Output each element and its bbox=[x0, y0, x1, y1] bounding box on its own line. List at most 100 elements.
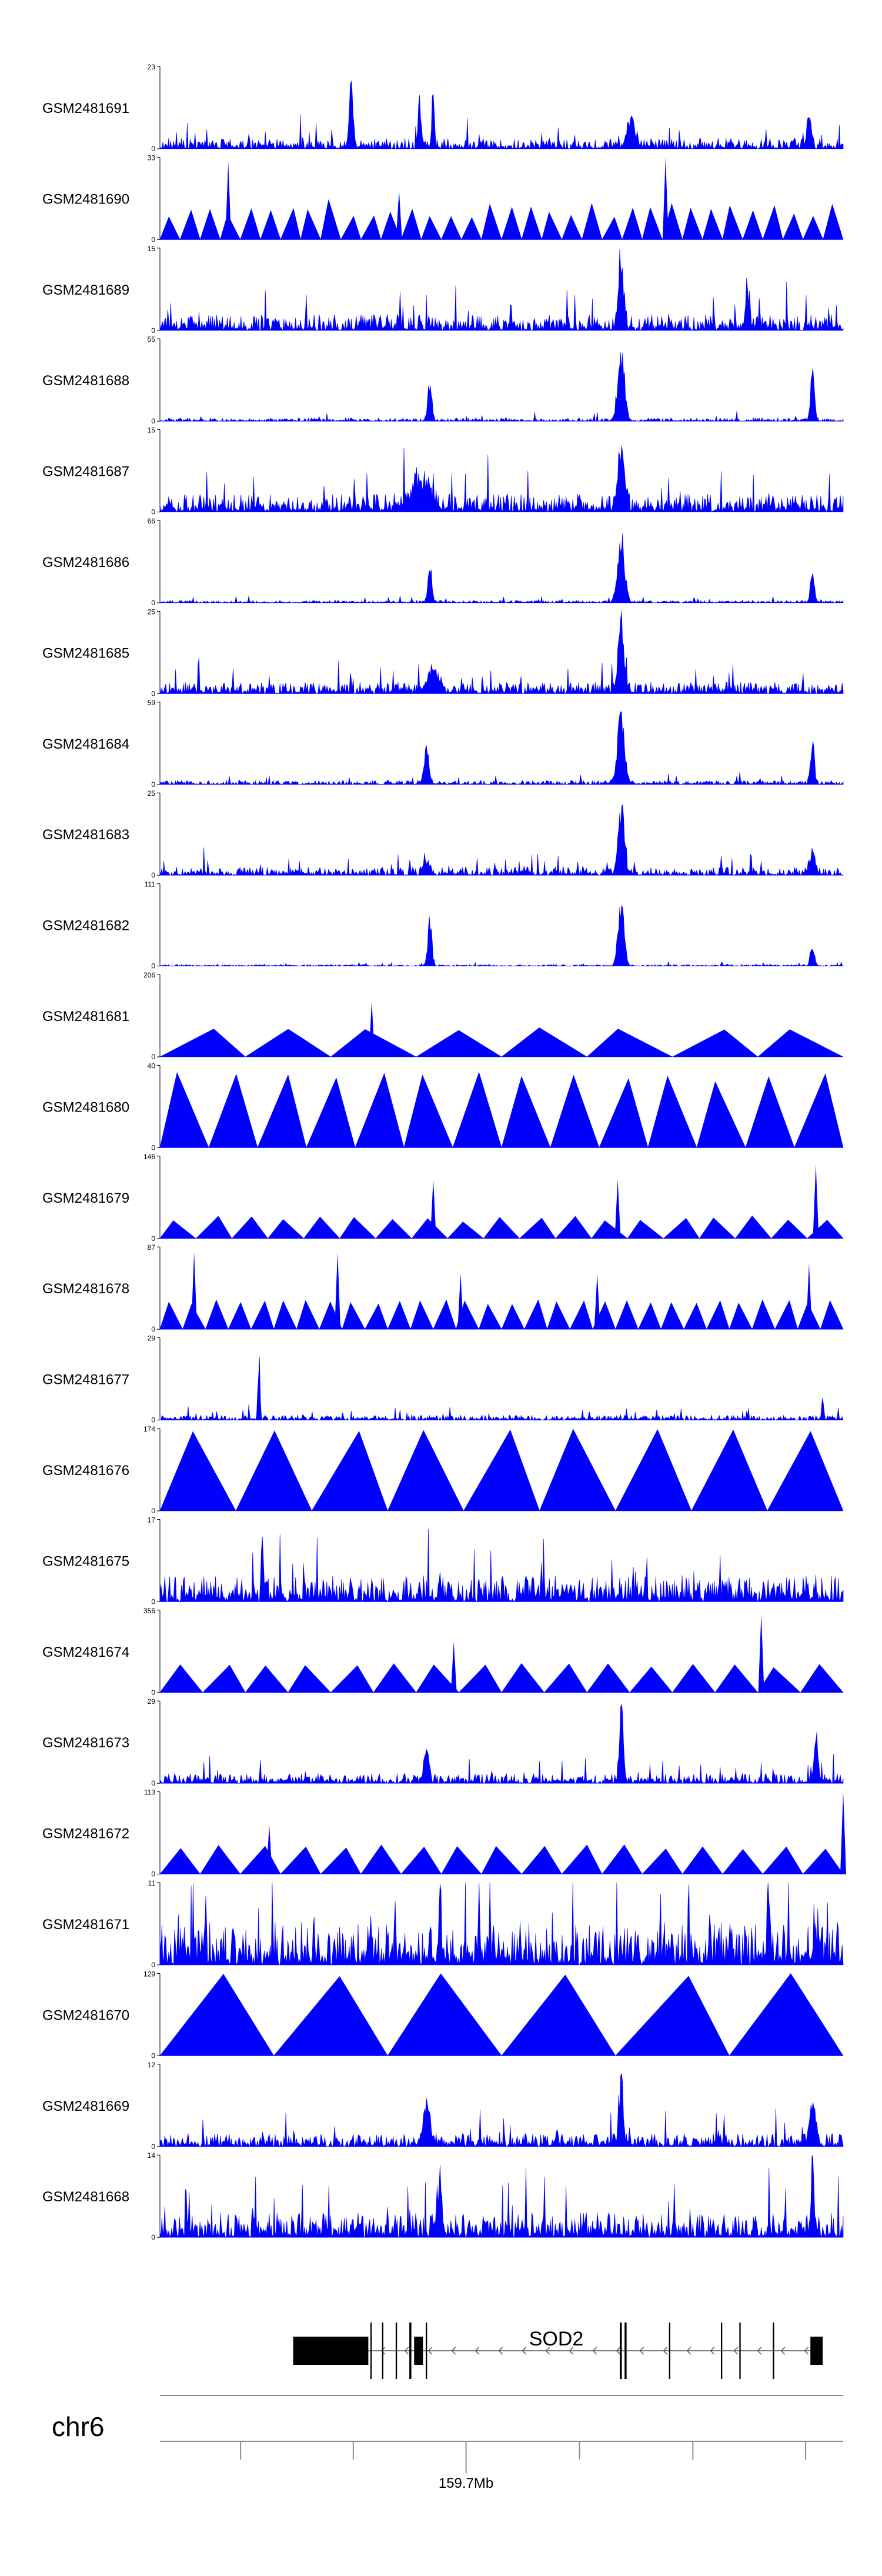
gene-name-label: SOD2 bbox=[529, 2328, 584, 2350]
track-label: GSM2481674 bbox=[42, 1644, 129, 1660]
strand-arrow bbox=[451, 2347, 456, 2355]
coverage-area bbox=[159, 1072, 844, 1149]
strand-arrow bbox=[710, 2347, 715, 2355]
strand-arrow bbox=[686, 2347, 691, 2355]
y-max-label: 33 bbox=[148, 154, 156, 162]
strand-arrow bbox=[639, 2347, 644, 2355]
y-max-label: 113 bbox=[144, 1788, 155, 1797]
track-label: GSM2481680 bbox=[42, 1099, 129, 1115]
coverage-spike bbox=[840, 1791, 846, 1874]
coverage-area bbox=[159, 1356, 844, 1421]
track-GSM2481675: GSM2481675 17 0 bbox=[42, 1516, 844, 1606]
y-max-label: 23 bbox=[148, 63, 156, 71]
track-GSM2481691: GSM2481691 23 0 bbox=[42, 63, 844, 153]
coverage-area bbox=[159, 1215, 844, 1239]
track-GSM2481681: GSM2481681 206 0 bbox=[42, 971, 844, 1061]
y-max-label: 55 bbox=[148, 335, 156, 343]
exon bbox=[669, 2323, 671, 2379]
coverage-spike bbox=[758, 1613, 764, 1693]
gene-track: SOD2 bbox=[293, 2323, 823, 2379]
y-zero-label: 0 bbox=[151, 508, 155, 516]
coverage-area bbox=[159, 199, 844, 241]
exon bbox=[426, 2323, 427, 2379]
coverage-area bbox=[159, 1429, 844, 1511]
y-zero-label: 0 bbox=[151, 2051, 155, 2060]
y-max-label: 66 bbox=[148, 517, 156, 525]
coverage-area bbox=[159, 352, 844, 422]
exon bbox=[739, 2323, 741, 2379]
chromosome-axis: chr6 159.7Mb bbox=[52, 2395, 843, 2491]
track-GSM2481670: GSM2481670 129 0 bbox=[42, 1970, 844, 2060]
y-zero-label: 0 bbox=[151, 235, 155, 243]
coverage-spike bbox=[430, 1179, 436, 1239]
coverage-area bbox=[159, 711, 844, 785]
track-label: GSM2481672 bbox=[42, 1826, 129, 1842]
coverage-area bbox=[159, 533, 844, 603]
track-GSM2481682: GSM2481682 111 0 bbox=[42, 880, 844, 970]
coverage-area bbox=[159, 611, 844, 695]
track-label: GSM2481673 bbox=[42, 1735, 129, 1751]
coverage-spike bbox=[396, 190, 402, 240]
y-zero-label: 0 bbox=[151, 780, 155, 789]
strand-arrow bbox=[427, 2347, 433, 2355]
coverage-area bbox=[159, 445, 844, 513]
strand-arrow bbox=[569, 2347, 574, 2355]
y-max-label: 17 bbox=[148, 1516, 156, 1524]
track-label: GSM2481671 bbox=[42, 1917, 129, 1933]
coverage-area bbox=[159, 1844, 844, 1875]
strand-arrow bbox=[380, 2347, 386, 2355]
track-GSM2481673: GSM2481673 29 0 bbox=[42, 1697, 844, 1787]
coverage-area bbox=[159, 2155, 844, 2238]
exon bbox=[810, 2337, 823, 2365]
y-max-label: 25 bbox=[148, 608, 156, 616]
y-zero-label: 0 bbox=[151, 1507, 155, 1515]
y-zero-label: 0 bbox=[151, 2233, 155, 2241]
strand-arrow bbox=[475, 2347, 480, 2355]
coverage-spike bbox=[225, 161, 232, 240]
coverage-spike bbox=[369, 1000, 375, 1057]
y-zero-label: 0 bbox=[151, 689, 155, 698]
strand-arrow bbox=[804, 2347, 809, 2355]
y-max-label: 146 bbox=[143, 1153, 155, 1161]
y-max-label: 12 bbox=[148, 2061, 156, 2069]
coverage-area bbox=[159, 1299, 844, 1330]
y-zero-label: 0 bbox=[151, 145, 155, 153]
y-max-label: 129 bbox=[143, 1970, 155, 1978]
coverage-spike bbox=[594, 1273, 600, 1330]
track-GSM2481686: GSM2481686 66 0 bbox=[42, 517, 844, 607]
track-label: GSM2481668 bbox=[42, 2189, 129, 2205]
exon bbox=[414, 2337, 423, 2365]
exon bbox=[773, 2323, 774, 2379]
y-zero-label: 0 bbox=[151, 1143, 155, 1152]
position-tick-label: 159.7Mb bbox=[439, 2475, 493, 2491]
axis-ticks bbox=[240, 2441, 807, 2473]
exon bbox=[382, 2323, 383, 2379]
coverage-area bbox=[159, 905, 844, 967]
y-max-label: 356 bbox=[143, 1607, 155, 1615]
y-zero-label: 0 bbox=[151, 1053, 155, 1061]
exon bbox=[624, 2323, 627, 2379]
y-zero-label: 0 bbox=[151, 326, 155, 335]
track-GSM2481671: GSM2481671 11 0 bbox=[42, 1879, 844, 1969]
strand-arrow bbox=[592, 2347, 597, 2355]
track-label: GSM2481685 bbox=[42, 645, 129, 661]
y-zero-label: 0 bbox=[151, 1234, 155, 1243]
track-GSM2481677: GSM2481677 29 0 bbox=[42, 1334, 844, 1424]
exon bbox=[395, 2323, 397, 2379]
exon bbox=[370, 2323, 372, 2379]
coverage-area bbox=[159, 1973, 844, 2056]
track-label: GSM2481686 bbox=[42, 555, 129, 570]
y-max-label: 40 bbox=[148, 1062, 156, 1070]
track-GSM2481669: GSM2481669 12 0 bbox=[42, 2061, 844, 2151]
coverage-spike bbox=[335, 1252, 341, 1330]
y-zero-label: 0 bbox=[151, 1597, 155, 1606]
exon bbox=[721, 2323, 723, 2379]
track-GSM2481676: GSM2481676 174 0 bbox=[42, 1425, 844, 1515]
track-label: GSM2481683 bbox=[42, 827, 129, 843]
strand-arrow bbox=[404, 2347, 409, 2355]
y-zero-label: 0 bbox=[151, 1870, 155, 1878]
coverage-area bbox=[159, 2073, 844, 2147]
strand-arrow bbox=[757, 2347, 762, 2355]
strand-arrow bbox=[498, 2347, 503, 2355]
